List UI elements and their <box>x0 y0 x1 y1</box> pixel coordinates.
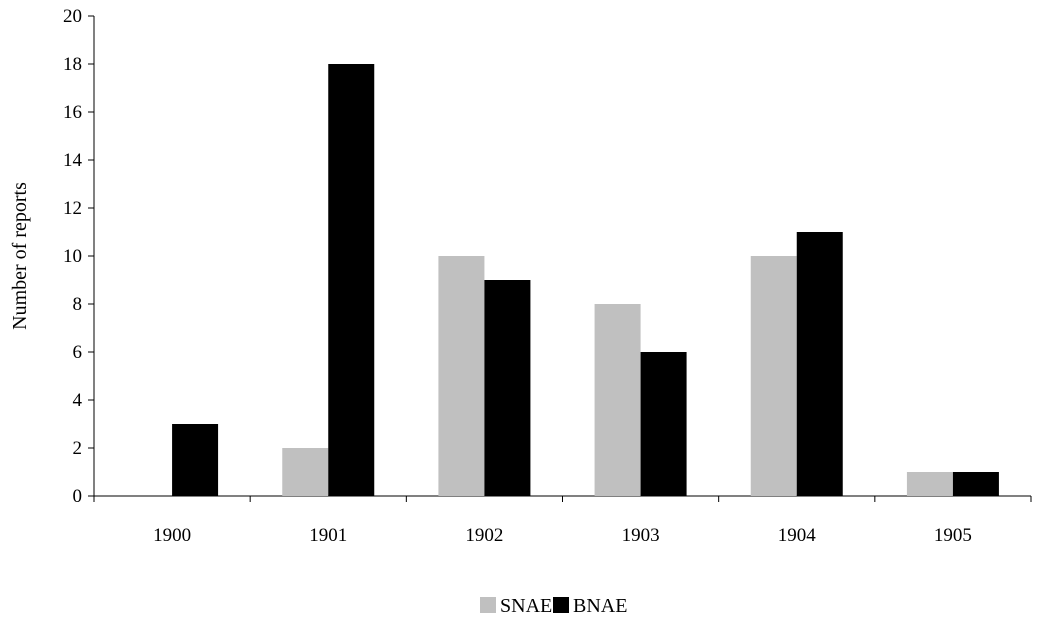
bar-BNAE-1905 <box>952 472 999 496</box>
y-axis: 0 2 4 6 8 10 12 14 16 18 20 <box>63 6 95 507</box>
x-tick-label: 1900 <box>153 525 191 546</box>
y-tick-label: 18 <box>63 54 82 75</box>
y-tick-label: 20 <box>63 6 82 27</box>
bar-SNAE-1901 <box>282 448 329 496</box>
y-tick-label: 12 <box>63 198 82 219</box>
x-tick-label: 1902 <box>465 525 503 546</box>
bar-BNAE-1901 <box>328 64 375 496</box>
bars <box>172 64 999 496</box>
y-tick-label: 0 <box>73 486 83 507</box>
x-tick-label: 1904 <box>778 525 817 546</box>
y-tick-label: 8 <box>73 294 83 315</box>
bar-BNAE-1900 <box>172 424 219 496</box>
bar-SNAE-1902 <box>438 256 485 496</box>
bar-BNAE-1903 <box>640 352 687 496</box>
bar-SNAE-1903 <box>594 304 641 496</box>
y-tick-label: 4 <box>73 390 83 411</box>
y-tick-label: 14 <box>63 150 83 171</box>
y-axis-label: Number of reports <box>9 182 31 330</box>
legend-swatch-BNAE <box>553 597 569 613</box>
bar-BNAE-1902 <box>484 280 531 496</box>
legend-swatch-SNAE <box>480 597 496 613</box>
legend-label-BNAE: BNAE <box>573 595 627 617</box>
bar-SNAE-1904 <box>750 256 797 496</box>
x-tick-label: 1903 <box>622 525 660 546</box>
y-tick-label: 16 <box>63 102 82 123</box>
y-tick-label: 6 <box>73 342 83 363</box>
bar-BNAE-1904 <box>796 232 843 496</box>
legend: SNAE BNAE <box>480 595 627 617</box>
x-tick-label: 1901 <box>309 525 347 546</box>
y-tick-label: 2 <box>73 438 83 459</box>
legend-label-SNAE: SNAE <box>500 595 552 617</box>
bar-SNAE-1905 <box>906 472 953 496</box>
y-tick-label: 10 <box>63 246 82 267</box>
x-tick-label: 1905 <box>934 525 972 546</box>
x-axis: 1900 1901 1902 1903 1904 1905 <box>93 495 1032 546</box>
